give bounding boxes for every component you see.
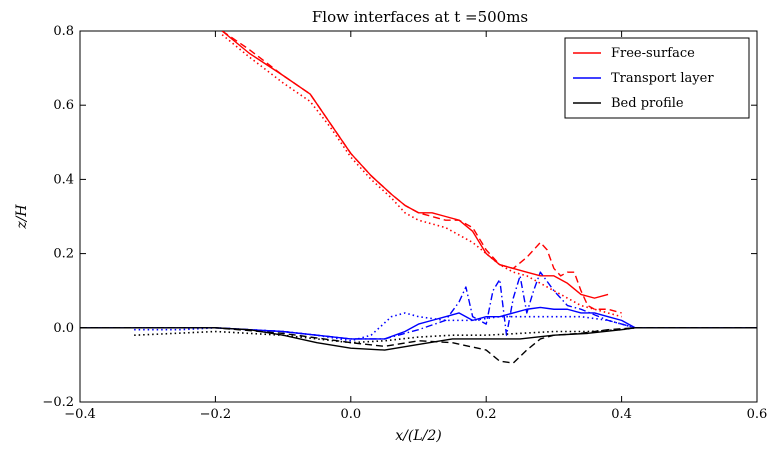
x-tick-label: −0.4 xyxy=(64,407,96,422)
series-line-free-surface-dashed xyxy=(221,31,622,314)
x-tick-label: 0.0 xyxy=(340,407,361,422)
legend-entry-label: Bed profile xyxy=(611,96,684,111)
x-tick-label: −0.2 xyxy=(200,407,232,422)
x-tick-label: 0.6 xyxy=(747,407,768,422)
legend-entry-label: Free-surface xyxy=(611,46,695,61)
legend: Free-surface Transport layer Bed profile xyxy=(564,37,750,119)
series-line-transport-layer-solid xyxy=(80,306,757,340)
series-layer xyxy=(80,31,757,364)
x-tick-label: 0.4 xyxy=(611,407,632,422)
plot-area: −0.4 −0.2 0.0 0.2 0.4 0.6−0.20.00.20.40.60.8 xyxy=(42,24,767,422)
y-tick-label: 0.4 xyxy=(53,172,74,187)
y-tick-label: −0.2 xyxy=(42,395,74,410)
series-line-bed-profile-dashed xyxy=(80,327,757,364)
chart-title: Flow interfaces at t =500ms xyxy=(312,8,528,26)
y-axis-label: z/H xyxy=(14,204,30,230)
y-tick-label: 0.6 xyxy=(53,98,74,113)
x-axis-label: x/(L/2) xyxy=(395,428,441,444)
series-line-free-surface-dotted xyxy=(221,34,622,318)
ticks-layer: −0.4 −0.2 0.0 0.2 0.4 0.6−0.20.00.20.40.60.8 xyxy=(42,24,767,422)
series-line-transport-layer-dashdot xyxy=(80,271,757,340)
plot-frame xyxy=(79,30,758,403)
x-tick-label: 0.2 xyxy=(476,407,497,422)
legend-entry-label: Transport layer xyxy=(611,71,714,86)
y-tick-label: 0.8 xyxy=(53,24,74,39)
series-line-bed-profile-dotted xyxy=(134,327,636,344)
series-line-bed-profile-solid xyxy=(80,327,757,351)
y-tick-label: 0.2 xyxy=(53,247,74,262)
y-tick-label: 0.0 xyxy=(53,321,74,336)
series-line-transport-layer-dotted xyxy=(134,312,636,342)
